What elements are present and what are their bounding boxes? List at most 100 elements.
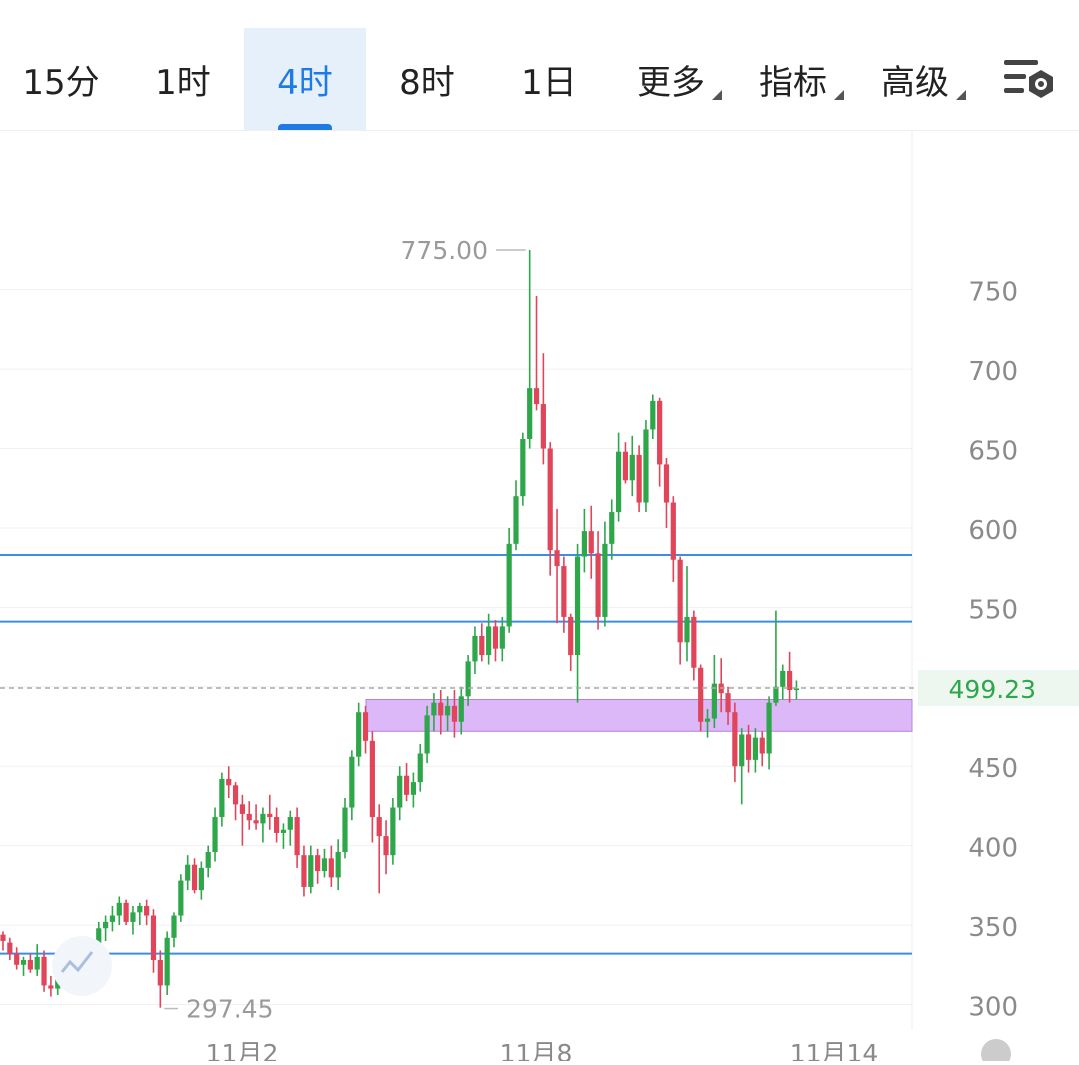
candle-body: [41, 956, 47, 986]
candle-body: [657, 400, 663, 465]
candle-body: [410, 782, 416, 795]
candle-body: [520, 438, 526, 497]
candle-body: [171, 915, 177, 938]
candle-body: [287, 817, 293, 830]
y-tick-label: 700: [968, 357, 1018, 387]
candle-body: [232, 785, 239, 805]
candle-body: [383, 836, 389, 856]
y-tick-label: 600: [968, 516, 1018, 546]
tab-label: 8时: [399, 62, 455, 103]
candle-body: [581, 531, 587, 557]
candle-body: [185, 864, 191, 881]
tab-label: 4时: [277, 62, 333, 103]
candle-body: [342, 807, 348, 853]
max-price-label: 775.00: [401, 236, 488, 265]
candle-body: [253, 820, 259, 824]
candle-body: [7, 942, 13, 954]
candle-body: [109, 915, 116, 922]
candle-body: [219, 778, 225, 818]
candle-body: [766, 702, 772, 754]
candle-body: [178, 880, 184, 916]
candle-body: [280, 829, 287, 833]
tab-7[interactable]: 高级: [854, 28, 976, 130]
y-tick-label: 650: [968, 437, 1018, 467]
dropdown-caret-icon: [712, 90, 722, 100]
candle-body: [629, 454, 635, 481]
candle-body: [752, 737, 758, 760]
candle-body: [376, 817, 382, 837]
tab-3[interactable]: 8时: [366, 28, 488, 130]
candle-body: [390, 807, 396, 856]
min-price-label: 297.45: [186, 995, 273, 1024]
tab-4[interactable]: 1日: [488, 28, 610, 130]
candle-body: [677, 559, 683, 643]
candle-body: [732, 712, 738, 767]
price-chart-area: 300350400450500550600650700750499.23775.…: [0, 131, 1079, 1065]
tab-2[interactable]: 4时: [244, 28, 366, 130]
candle-body: [55, 979, 61, 989]
x-tick-label: 11月2: [206, 1039, 279, 1061]
candle-body: [568, 616, 574, 656]
candle-body: [328, 858, 334, 878]
candle-body: [239, 804, 245, 814]
candle-body: [773, 686, 779, 703]
candle-body: [609, 512, 615, 544]
candle-body: [684, 616, 690, 643]
tab-5[interactable]: 更多: [610, 28, 732, 130]
candle-body: [499, 626, 505, 649]
candle-body: [123, 902, 129, 922]
candle-body: [198, 867, 204, 891]
candle-body: [698, 667, 704, 722]
candle-body: [14, 953, 20, 965]
candle-body: [424, 715, 430, 754]
candle-body: [96, 928, 102, 948]
candle-body: [451, 705, 458, 722]
candle-body: [725, 693, 731, 713]
candle-body: [739, 734, 745, 767]
candle-body: [362, 712, 369, 741]
current-price-label: 499.23: [949, 675, 1036, 704]
candle-body: [547, 448, 553, 551]
candle-body: [267, 813, 273, 818]
candle-body: [356, 712, 362, 757]
dropdown-caret-icon: [956, 90, 966, 100]
candle-body: [48, 985, 54, 989]
candle-body: [588, 531, 594, 554]
candle-body: [650, 400, 656, 430]
candle-body: [533, 388, 540, 405]
candle-body: [335, 852, 341, 878]
candle-body: [479, 635, 485, 656]
candle-body: [745, 734, 752, 760]
candle-body: [150, 915, 157, 961]
candle-body: [144, 906, 150, 916]
candle-body: [431, 702, 437, 716]
candle-body: [704, 718, 711, 722]
candle-body: [157, 960, 163, 986]
tab-1[interactable]: 1时: [122, 28, 244, 130]
y-tick-label: 450: [968, 754, 1018, 784]
tab-label: 1日: [521, 62, 577, 103]
tab-label: 1时: [155, 62, 211, 103]
candle-body: [445, 705, 451, 716]
candle-body: [116, 902, 122, 916]
candle-body: [540, 404, 546, 449]
tab-label: 更多: [637, 62, 705, 103]
candle-body: [595, 553, 601, 617]
tab-6[interactable]: 指标: [732, 28, 854, 130]
candle-body: [0, 934, 6, 941]
candle-body: [458, 696, 464, 722]
y-tick-label: 300: [968, 993, 1018, 1023]
candle-body: [711, 683, 717, 719]
candle-body: [349, 756, 355, 808]
tab-0[interactable]: 15分: [0, 28, 122, 130]
candle-body: [643, 429, 649, 503]
y-tick-label: 350: [968, 913, 1018, 943]
candle-body: [321, 858, 328, 872]
watermark-mark-icon: [60, 951, 94, 973]
candle-body: [164, 937, 170, 986]
candle-body: [294, 817, 300, 856]
chart-settings-icon[interactable]: [1000, 56, 1058, 106]
candle-body: [574, 556, 581, 656]
candle-body: [308, 855, 314, 887]
candle-body: [465, 661, 471, 697]
